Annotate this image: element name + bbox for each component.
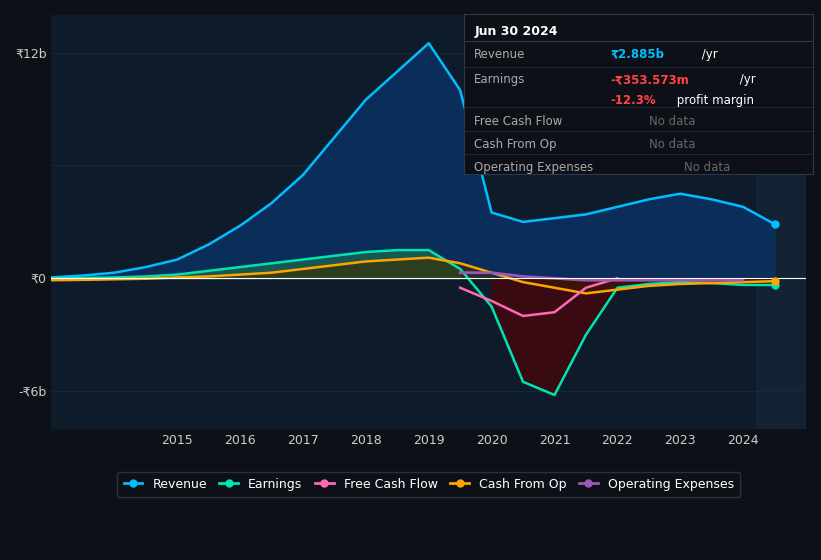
Text: No data: No data: [649, 115, 695, 128]
Text: -12.3%: -12.3%: [610, 94, 656, 107]
Text: -₹353.573m: -₹353.573m: [610, 73, 689, 86]
Text: Jun 30 2024: Jun 30 2024: [475, 25, 557, 38]
Text: ₹2.885b: ₹2.885b: [610, 48, 664, 60]
Text: No data: No data: [684, 161, 730, 174]
Text: Revenue: Revenue: [475, 48, 525, 60]
Legend: Revenue, Earnings, Free Cash Flow, Cash From Op, Operating Expenses: Revenue, Earnings, Free Cash Flow, Cash …: [117, 472, 740, 497]
Text: /yr: /yr: [698, 48, 718, 60]
Text: Operating Expenses: Operating Expenses: [475, 161, 594, 174]
Text: Free Cash Flow: Free Cash Flow: [475, 115, 562, 128]
Text: /yr: /yr: [736, 73, 756, 86]
Text: Earnings: Earnings: [475, 73, 525, 86]
Text: profit margin: profit margin: [673, 94, 754, 107]
Bar: [755, 15, 806, 429]
Text: Cash From Op: Cash From Op: [475, 138, 557, 152]
Text: No data: No data: [649, 138, 695, 152]
